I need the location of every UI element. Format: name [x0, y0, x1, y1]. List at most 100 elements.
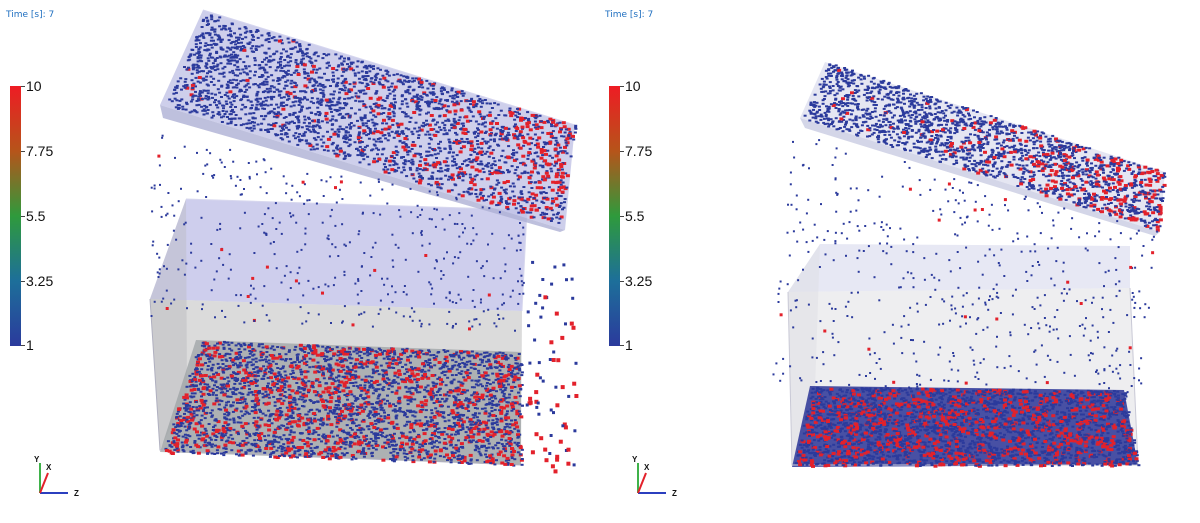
particle-blue [292, 104, 296, 107]
particle-blue [307, 129, 311, 132]
particle-blue [512, 195, 516, 198]
particle-blue [299, 90, 302, 93]
particle-red [189, 93, 194, 97]
particle-red [483, 371, 488, 375]
particle-blue [361, 100, 365, 103]
particle-blue [490, 423, 494, 426]
particle-blue [254, 30, 258, 33]
particle-red [272, 124, 277, 128]
particle-blue [360, 378, 364, 381]
particle-blue [264, 390, 268, 393]
particle-blue [510, 457, 514, 460]
particle-blue [374, 436, 378, 439]
particle-blue [252, 124, 256, 127]
particle-blue [369, 411, 373, 414]
particle-blue [277, 446, 281, 449]
particle-blue [512, 125, 516, 128]
particle-blue [194, 46, 198, 48]
particle-blue [455, 449, 459, 452]
particle-red [331, 67, 336, 70]
particle-blue [520, 404, 524, 407]
particle-red [447, 435, 452, 439]
particle-blue [347, 89, 351, 92]
particle-blue [295, 63, 299, 66]
particle-blue [211, 56, 215, 59]
particle-blue [404, 160, 408, 163]
particle-red [312, 119, 317, 123]
particle-blue [330, 128, 334, 131]
particle-blue [374, 76, 378, 79]
particle-blue [311, 432, 315, 435]
particle-blue [518, 403, 522, 406]
particle-red [254, 420, 259, 424]
particle-blue [306, 98, 309, 101]
particle-blue [263, 96, 267, 99]
particle-red [475, 156, 480, 160]
viewport-left[interactable]: Time [s]: 7 10 7.75 5.5 3.25 1 [0, 0, 600, 523]
particle-red [324, 387, 329, 391]
particle-blue [170, 445, 174, 448]
particle-blue [238, 382, 242, 385]
particle-blue [225, 91, 229, 94]
particle-blue [249, 361, 253, 364]
particle-blue [426, 100, 430, 103]
particle-blue [330, 143, 334, 146]
particle-blue [510, 165, 514, 168]
particle-blue [430, 176, 434, 179]
particle-blue [318, 381, 322, 384]
particle-red [371, 109, 376, 113]
particle-blue [229, 56, 233, 59]
particle-red [539, 126, 544, 130]
particle-red [468, 418, 473, 422]
particle-red [561, 150, 565, 154]
particle-blue [329, 135, 333, 138]
particle-blue [212, 426, 215, 429]
particle-blue [350, 417, 354, 420]
particle-blue [479, 353, 483, 356]
particle-red [228, 427, 233, 430]
particle-blue [260, 44, 264, 47]
particle-blue [477, 372, 481, 375]
particle-red [417, 77, 421, 81]
particle-blue [298, 138, 301, 141]
particle-blue [246, 449, 250, 452]
particle-red [428, 453, 433, 457]
particle-blue [337, 350, 341, 353]
particle-blue [307, 410, 311, 413]
particle-blue [204, 78, 208, 81]
particle-blue [450, 126, 454, 129]
particle-blue [354, 370, 358, 373]
particle-blue [226, 429, 230, 431]
particle-blue [403, 412, 407, 414]
particle-blue [468, 173, 472, 176]
particle-blue [217, 79, 221, 82]
particle-blue [232, 96, 236, 99]
particle-red [296, 364, 301, 368]
particle-blue [463, 362, 466, 365]
particle-blue [382, 398, 386, 401]
particle-blue [369, 77, 373, 80]
particle-blue [326, 412, 330, 415]
particle-red [469, 435, 474, 439]
particle-red [461, 145, 466, 149]
simulation-scene[interactable]: Y X Z [0, 0, 600, 523]
particle-blue [461, 424, 465, 427]
particle-blue [362, 148, 366, 151]
particle-blue [276, 79, 280, 82]
particle-blue [327, 99, 331, 102]
particle-blue [456, 411, 460, 414]
particle-blue [257, 343, 261, 346]
particle-blue [429, 396, 433, 398]
particle-blue [482, 117, 486, 120]
particle-blue [317, 125, 321, 128]
particle-blue [222, 383, 226, 386]
particle-blue [333, 108, 337, 111]
particle-blue [367, 425, 371, 428]
particle-blue [321, 89, 325, 92]
particle-blue [239, 410, 243, 413]
particle-blue [520, 371, 524, 374]
particle-blue [413, 398, 417, 401]
particle-red [176, 422, 181, 426]
particle-blue [410, 130, 414, 133]
particle-blue [173, 88, 177, 91]
